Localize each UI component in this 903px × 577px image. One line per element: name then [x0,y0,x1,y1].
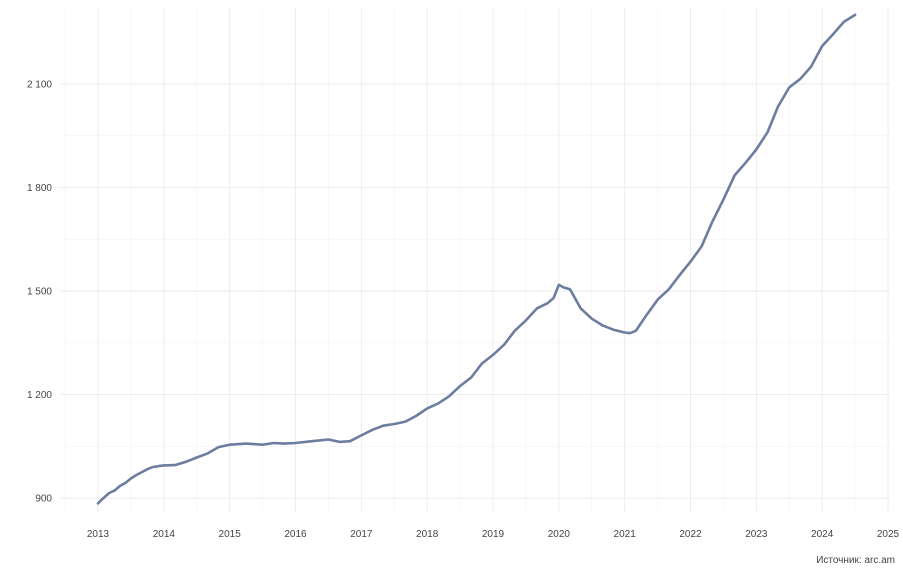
source-note: Источник: arc.am [816,555,895,566]
x-tick-label: 2025 [877,529,900,540]
y-tick-label: 900 [35,494,52,505]
x-tick-label: 2019 [482,529,505,540]
series-layer [96,13,857,505]
x-tick-label: 2018 [416,529,439,540]
grid [60,8,890,512]
x-tick-label: 2013 [87,529,110,540]
x-tick-label: 2023 [745,529,768,540]
y-tick-label: 2 100 [27,79,52,90]
x-tick-label: 2014 [153,529,176,540]
series-line [96,13,857,505]
y-tick-label: 1 800 [27,183,52,194]
x-tick-label: 2017 [350,529,373,540]
x-tick-label: 2022 [679,529,702,540]
x-axis-tick-labels: 2013 2014 2015 2016 2017 2018 2019 2020 2021 2022… [87,529,900,540]
y-tick-label: 1 200 [27,390,52,401]
y-tick-label: 1 500 [27,287,52,298]
x-tick-label: 2021 [614,529,637,540]
y-axis-tick-labels: 900 1 200 1 500 1 800 2 100 [27,79,52,504]
x-tick-label: 2020 [548,529,571,540]
x-tick-label: 2016 [284,529,307,540]
x-tick-label: 2015 [219,529,242,540]
x-tick-label: 2024 [811,529,834,540]
